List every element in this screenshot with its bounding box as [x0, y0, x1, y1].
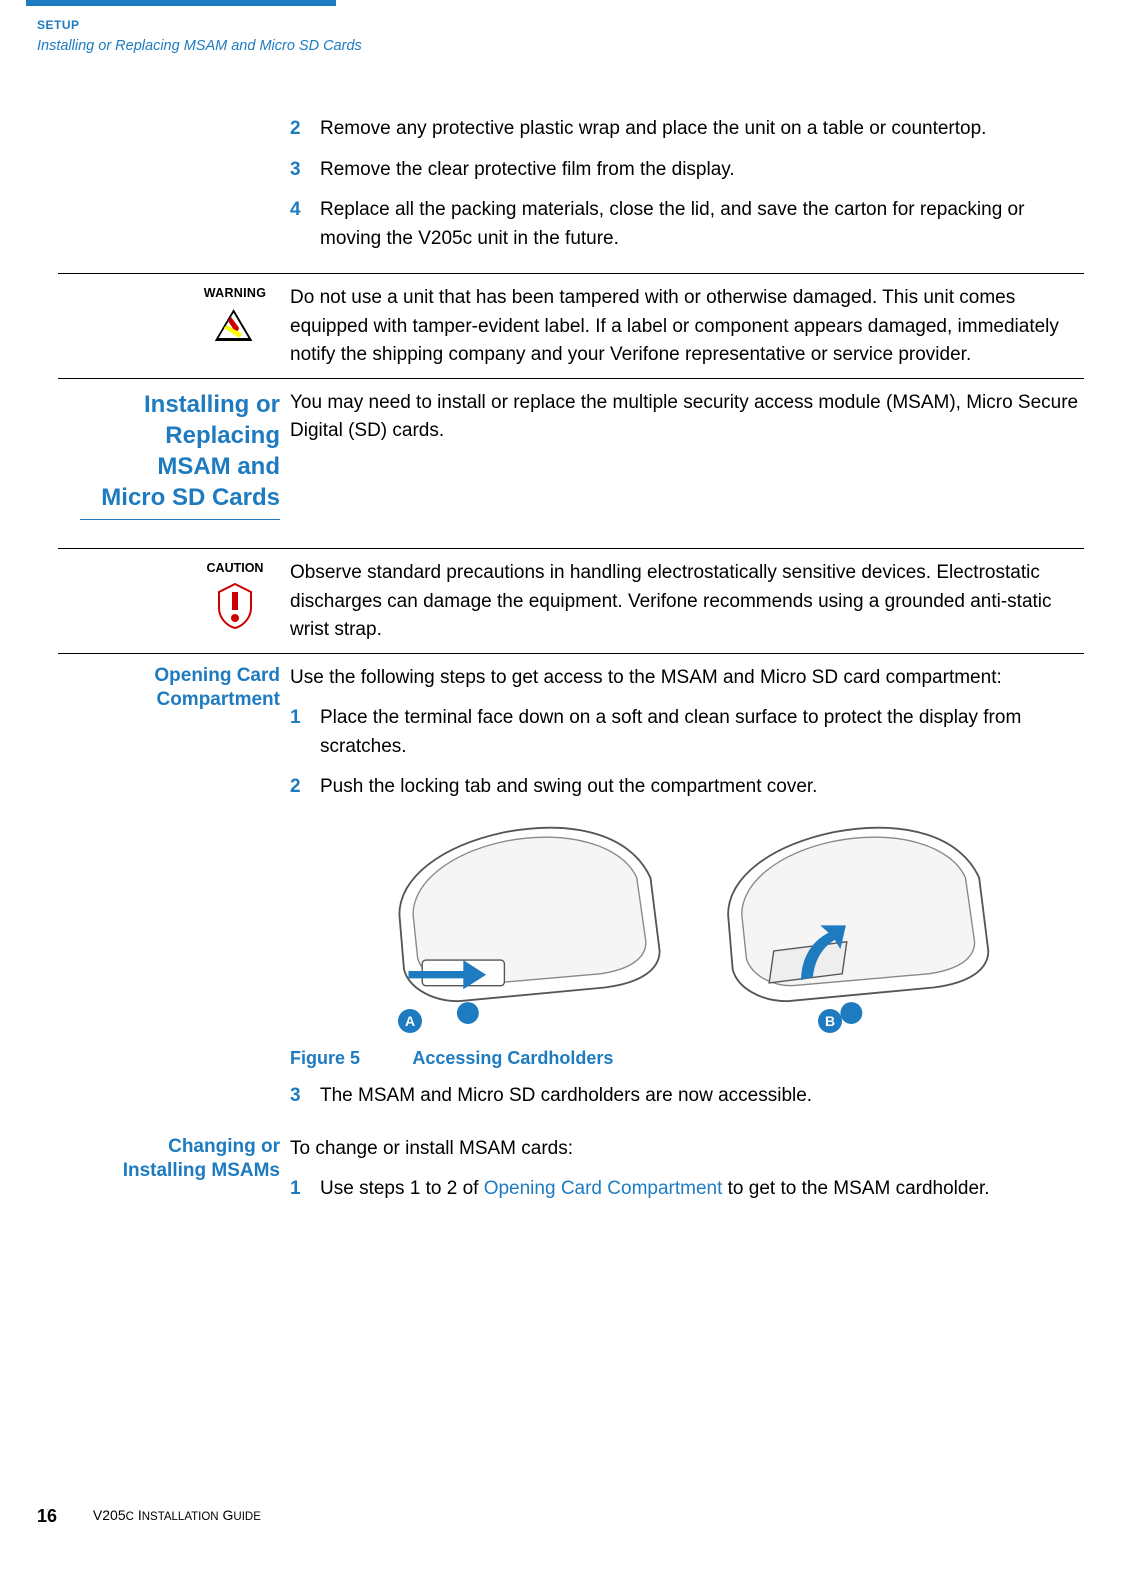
step-item: 1 Place the terminal face down on a soft… [290, 704, 1084, 761]
page-header: SETUP Installing or Replacing MSAM and M… [37, 16, 362, 58]
step-number: 1 [290, 1175, 320, 1204]
step-number: 3 [290, 1082, 320, 1111]
step-number: 4 [290, 196, 320, 253]
step-item: 1 Use steps 1 to 2 of Opening Card Compa… [290, 1175, 1084, 1204]
warning-label: WARNING [190, 284, 280, 303]
cross-ref-link[interactable]: Opening Card Compartment [484, 1178, 723, 1199]
caution-text: Observe standard precautions in handling… [290, 559, 1084, 645]
warning-icon [214, 307, 256, 349]
title-line: Compartment [156, 689, 280, 710]
title-line: Opening Card [154, 665, 280, 686]
subsection-changing: Changing or Installing MSAMs To change o… [58, 1135, 1084, 1216]
step-text: The MSAM and Micro SD cardholders are no… [320, 1082, 1084, 1111]
page-number: 16 [37, 1506, 57, 1526]
figure-number: Figure 5 [290, 1048, 360, 1068]
warning-block: WARNING Do not use a unit that has been … [58, 284, 1084, 370]
title-line: Installing or [144, 391, 280, 418]
figure-5: A B Figure 5 Accessing Cardholders [290, 814, 1084, 1073]
step-text: Remove any protective plastic wrap and p… [320, 115, 1084, 144]
warning-text: Do not use a unit that has been tampered… [290, 284, 1084, 370]
step-text-pre: Use steps 1 to 2 of [320, 1178, 484, 1199]
step-item: 2 Push the locking tab and swing out the… [290, 773, 1084, 802]
divider [58, 378, 1084, 379]
figure-label-a: A [398, 1009, 422, 1033]
caution-icon [215, 582, 255, 630]
page-footer: 16 V205C INSTALLATION GUIDE [37, 1503, 261, 1530]
step-text: Remove the clear protective film from th… [320, 156, 1084, 185]
divider [58, 548, 1084, 549]
subsection-intro: To change or install MSAM cards: [290, 1135, 1084, 1164]
divider [58, 653, 1084, 654]
figure-label-b: B [818, 1009, 842, 1033]
section-subtitle: Installing or Replacing MSAM and Micro S… [37, 36, 362, 58]
figure-title: Accessing Cardholders [412, 1048, 613, 1068]
subsection-opening: Opening Card Compartment Use the followi… [58, 664, 1084, 1123]
step-text: Use steps 1 to 2 of Opening Card Compart… [320, 1175, 1084, 1204]
title-line: Installing MSAMs [123, 1160, 280, 1181]
content-area: 2 Remove any protective plastic wrap and… [58, 115, 1084, 1224]
caution-label: CAUTION [190, 559, 280, 578]
chapter-title: SETUP [37, 16, 362, 34]
step-number: 2 [290, 115, 320, 144]
subsection-intro: Use the following steps to get access to… [290, 664, 1084, 693]
title-underline [80, 519, 280, 520]
footer-doc-title: V205C INSTALLATION GUIDE [93, 1511, 261, 1523]
step-number: 2 [290, 773, 320, 802]
section-installing: Installing or Replacing MSAM and Micro S… [58, 389, 1084, 521]
title-line: MSAM and [157, 453, 280, 480]
step-text: Push the locking tab and swing out the c… [320, 773, 1084, 802]
header-accent-bar [26, 0, 336, 6]
divider [58, 273, 1084, 274]
step-number: 3 [290, 156, 320, 185]
title-line: Replacing [165, 422, 280, 449]
section-title: Installing or Replacing MSAM and Micro S… [58, 389, 280, 514]
caution-block: CAUTION Observe standard precautions in … [58, 559, 1084, 645]
step-text-post: to get to the MSAM cardholder. [722, 1178, 989, 1199]
initial-steps-row: 2 Remove any protective plastic wrap and… [58, 115, 1084, 265]
step-number: 1 [290, 704, 320, 761]
step-text: Place the terminal face down on a soft a… [320, 704, 1084, 761]
subsection-title: Changing or Installing MSAMs [58, 1135, 280, 1184]
page: SETUP Installing or Replacing MSAM and M… [0, 0, 1144, 1578]
subsection-title: Opening Card Compartment [58, 664, 280, 713]
title-line: Micro SD Cards [101, 484, 280, 511]
step-item: 3 Remove the clear protective film from … [290, 156, 1084, 185]
step-item: 3 The MSAM and Micro SD cardholders are … [290, 1082, 1084, 1111]
device-illustration [327, 814, 1047, 1024]
section-body: You may need to install or replace the m… [290, 389, 1084, 521]
figure-caption: Figure 5 Accessing Cardholders [290, 1045, 1084, 1072]
step-text: Replace all the packing materials, close… [320, 196, 1084, 253]
step-item: 2 Remove any protective plastic wrap and… [290, 115, 1084, 144]
title-line: Changing or [168, 1136, 280, 1157]
step-item: 4 Replace all the packing materials, clo… [290, 196, 1084, 253]
